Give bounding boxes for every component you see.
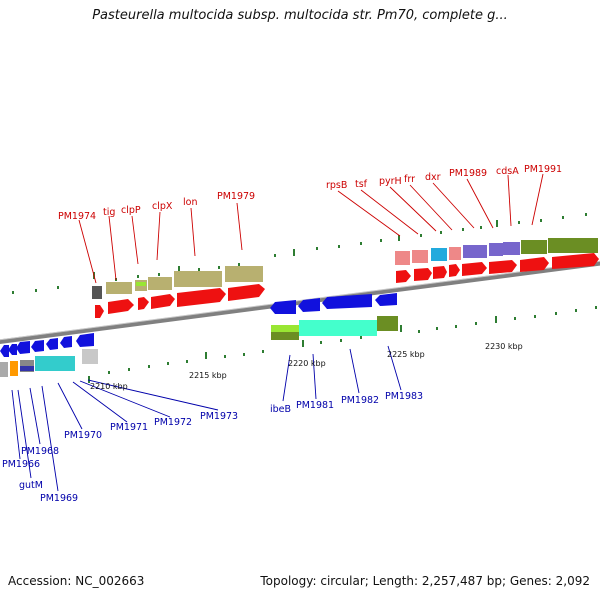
gene-label-tig: tig bbox=[103, 207, 115, 218]
gene-arrows-left-forward bbox=[95, 284, 265, 318]
scale-label-2220: 2220 kbp bbox=[288, 359, 326, 368]
gene-label-PM1983: PM1983 bbox=[385, 391, 423, 402]
tick-row-lower bbox=[88, 306, 597, 383]
gene-label-PM1969: PM1969 bbox=[40, 493, 78, 504]
gene-label-gutM: gutM bbox=[19, 480, 43, 491]
leader-lines-upper bbox=[78, 173, 544, 284]
gene-label-PM1981: PM1981 bbox=[296, 400, 334, 411]
gene-label-PM1974: PM1974 bbox=[58, 211, 96, 222]
gene-label-PM1973: PM1973 bbox=[200, 411, 238, 422]
gene-arrows-right-forward bbox=[396, 253, 599, 283]
leader-lines-lower bbox=[11, 345, 402, 492]
topology-label: Topology: circular; Length: 2,257,487 bp… bbox=[260, 574, 590, 588]
gene-label-PM1979: PM1979 bbox=[217, 191, 255, 202]
gene-label-rpsB: rpsB bbox=[326, 180, 347, 191]
gene-label-ibeB: ibeB bbox=[270, 404, 291, 415]
gene-label-dxr: dxr bbox=[425, 172, 441, 183]
accession-label: Accession: NC_002663 bbox=[8, 574, 145, 588]
gene-label-cdsA: cdsA bbox=[496, 166, 519, 177]
feature-track-right-upper bbox=[395, 238, 598, 265]
gene-label-pyrH: pyrH bbox=[379, 176, 402, 187]
feature-track-left-lower bbox=[0, 349, 98, 377]
gene-label-PM1972: PM1972 bbox=[154, 417, 192, 428]
genome-title: Pasteurella multocida subsp. multocida s… bbox=[92, 8, 508, 23]
gene-label-clpX: clpX bbox=[152, 201, 173, 212]
gene-label-frr: frr bbox=[404, 174, 415, 185]
gene-label-lon: lon bbox=[183, 197, 197, 208]
gene-label-PM1991: PM1991 bbox=[524, 164, 562, 175]
gene-label-PM1971: PM1971 bbox=[110, 422, 148, 433]
gene-label-PM1970: PM1970 bbox=[64, 430, 102, 441]
genome-backbone bbox=[0, 261, 600, 344]
gene-arrows-left-reverse bbox=[0, 333, 94, 357]
scale-label-2225: 2225 kbp bbox=[387, 350, 425, 359]
gene-arrows-middle-reverse bbox=[270, 293, 397, 314]
feature-track-left-upper bbox=[92, 266, 263, 299]
gene-label-tsf: tsf bbox=[355, 179, 368, 190]
gene-label-PM1982: PM1982 bbox=[341, 395, 379, 406]
scale-label-2210: 2210 kbp bbox=[90, 382, 128, 391]
scale-label-2215: 2215 kbp bbox=[189, 371, 227, 380]
gene-label-PM1966: PM1966 bbox=[2, 459, 40, 470]
feature-track-middle-lower bbox=[271, 316, 398, 340]
gene-label-PM1989: PM1989 bbox=[449, 168, 487, 179]
gene-label-clpP: clpP bbox=[121, 205, 141, 216]
gene-label-PM1968: PM1968 bbox=[21, 446, 59, 457]
scale-label-2230: 2230 kbp bbox=[485, 342, 523, 351]
